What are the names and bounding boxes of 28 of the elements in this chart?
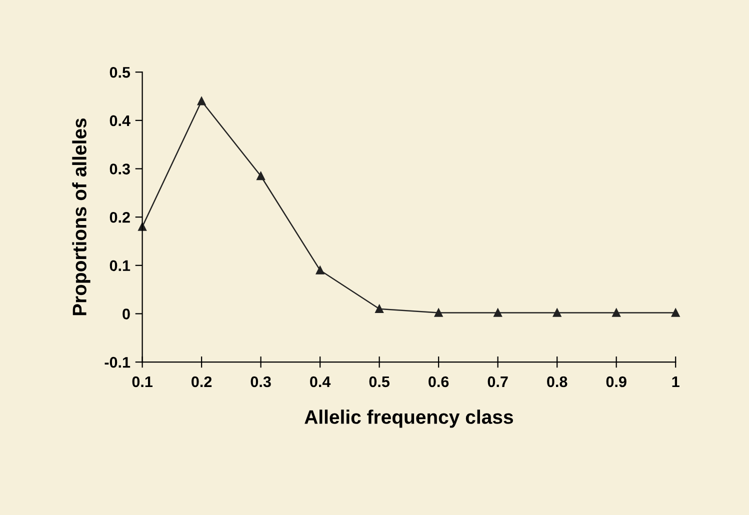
x-tick-label: 1	[672, 376, 680, 388]
x-tick-label: 0.2	[192, 376, 212, 388]
y-tick-label: 0.5	[110, 66, 130, 78]
point	[612, 308, 621, 317]
x-tick-label: 0.7	[488, 376, 508, 388]
y-tick-label: 0.1	[110, 260, 130, 272]
point	[671, 308, 680, 317]
x-tick-label: 0.3	[250, 376, 271, 388]
y-tick-label: 0.4	[110, 115, 130, 126]
point	[256, 172, 265, 180]
point	[316, 266, 324, 274]
x-tick-label: 0.5	[369, 376, 390, 388]
point	[552, 308, 562, 317]
x-tick-label: 0.1	[132, 376, 153, 388]
y-tick-label: -0.1	[104, 356, 130, 368]
point	[494, 308, 502, 317]
x-axis-title: Allelic frequency class	[304, 410, 513, 428]
x-tick-label: 0.6	[428, 376, 449, 388]
y-tick-label: 0.2	[110, 212, 130, 223]
point	[197, 96, 206, 106]
x-tick-label: 0.8	[547, 376, 568, 388]
y-tick-label: 0	[122, 308, 130, 320]
x-tick-label: 0.4	[310, 376, 331, 388]
x-tick-label: 0.9	[606, 376, 626, 388]
y-axis-title: Proportions of alleles	[72, 118, 90, 316]
point	[434, 308, 443, 317]
y-tick-label: 0.3	[110, 164, 130, 174]
point	[375, 304, 384, 314]
